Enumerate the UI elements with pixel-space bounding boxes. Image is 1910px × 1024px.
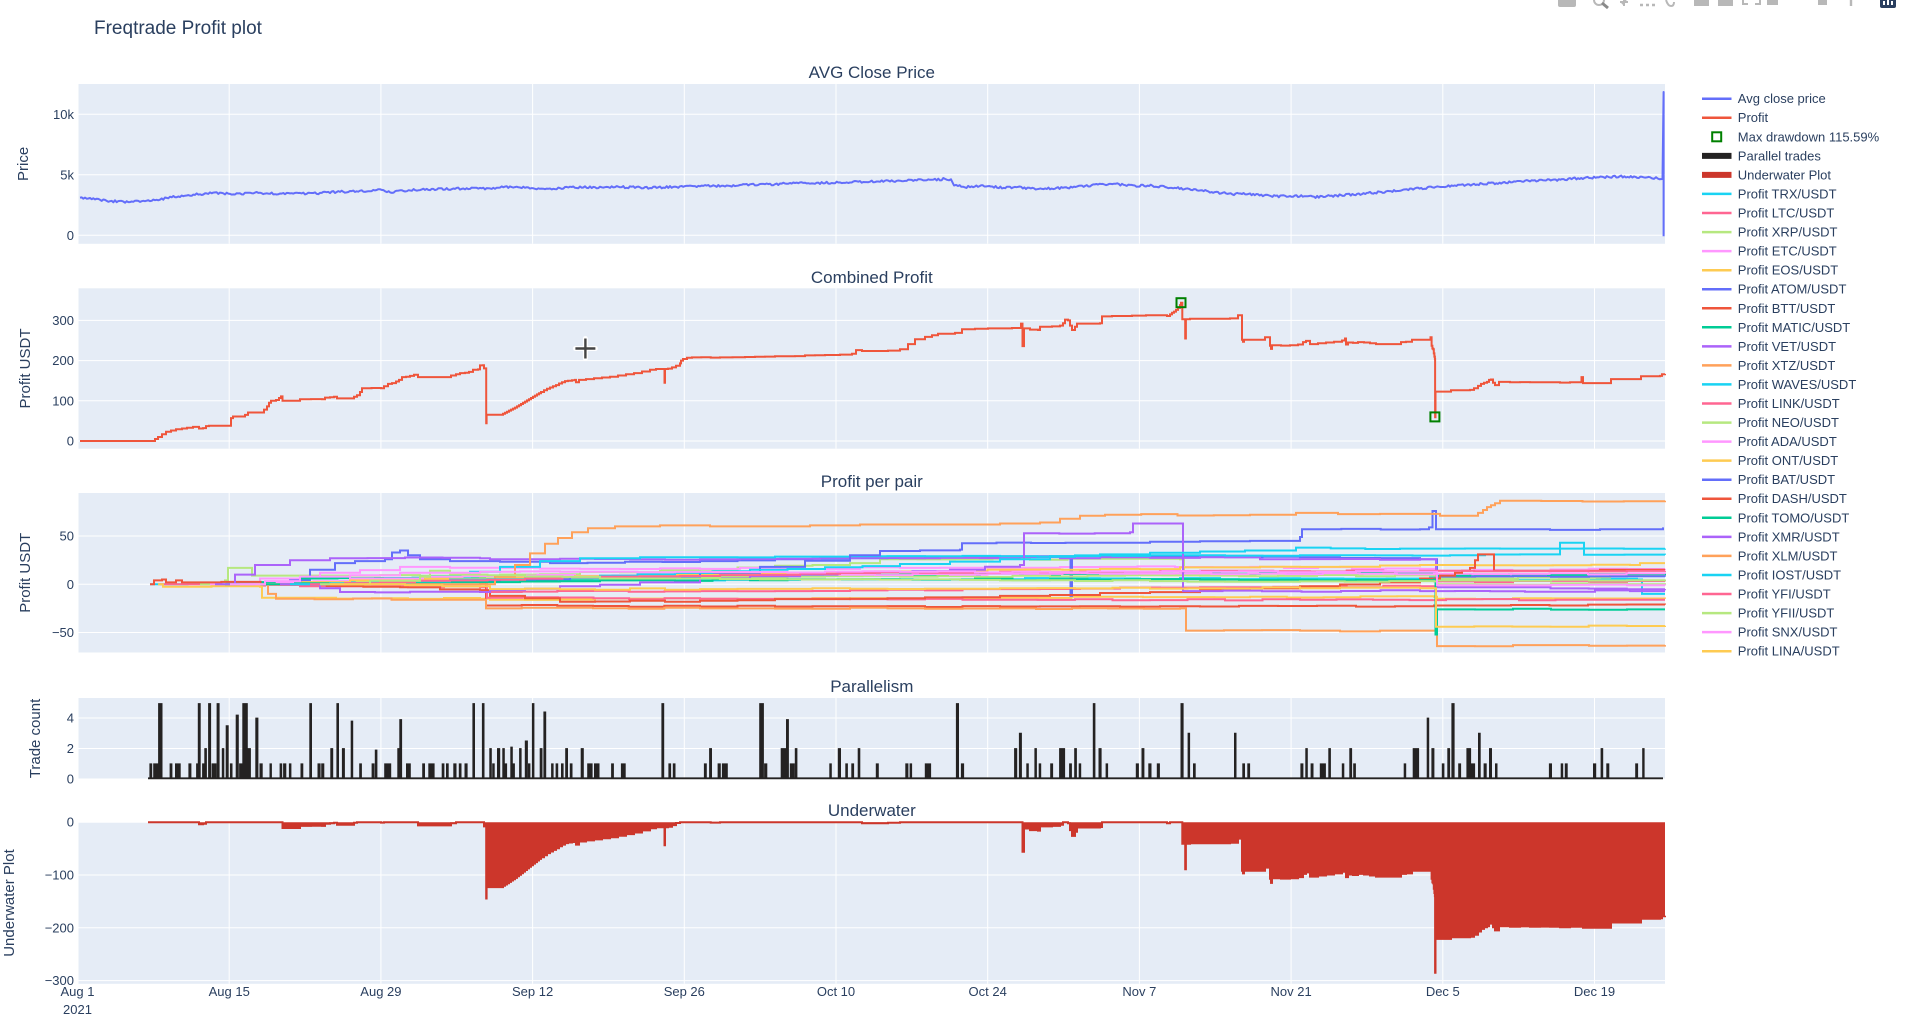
svg-text:Price: Price (15, 147, 32, 181)
svg-text:Profit USDT: Profit USDT (17, 328, 34, 408)
svg-text:2: 2 (67, 741, 74, 756)
svg-text:200: 200 (52, 353, 74, 368)
svg-text:Profit WAVES/USDT: Profit WAVES/USDT (1738, 377, 1857, 392)
svg-text:Profit IOST/USDT: Profit IOST/USDT (1738, 568, 1841, 583)
svg-text:100: 100 (52, 393, 74, 408)
svg-text:2021: 2021 (63, 1002, 92, 1017)
svg-text:Profit USDT: Profit USDT (17, 533, 34, 613)
svg-text:10k: 10k (53, 107, 74, 122)
svg-text:−200: −200 (45, 920, 74, 935)
svg-text:0: 0 (67, 434, 74, 449)
svg-text:Profit DASH/USDT: Profit DASH/USDT (1738, 491, 1847, 506)
svg-text:Freqtrade Profit plot: Freqtrade Profit plot (94, 18, 263, 39)
svg-text:0: 0 (67, 772, 74, 787)
svg-text:Combined Profit: Combined Profit (811, 268, 933, 287)
svg-text:Oct 24: Oct 24 (969, 984, 1007, 999)
svg-text:Sep 26: Sep 26 (664, 984, 705, 999)
svg-text:Profit: Profit (1738, 110, 1769, 125)
svg-text:Profit MATIC/USDT: Profit MATIC/USDT (1738, 320, 1850, 335)
svg-text:Aug 1: Aug 1 (61, 984, 95, 999)
svg-text:Profit YFII/USDT: Profit YFII/USDT (1738, 606, 1835, 621)
svg-text:Parallelism: Parallelism (830, 677, 913, 696)
svg-text:Profit VET/USDT: Profit VET/USDT (1738, 339, 1836, 354)
svg-text:Trade count: Trade count (27, 698, 44, 778)
svg-text:Parallel trades: Parallel trades (1738, 148, 1822, 163)
svg-text:Profit TOMO/USDT: Profit TOMO/USDT (1738, 510, 1850, 525)
svg-text:Profit ONT/USDT: Profit ONT/USDT (1738, 453, 1838, 468)
svg-text:Avg close price: Avg close price (1738, 91, 1826, 106)
svg-text:0: 0 (67, 815, 74, 830)
svg-text:Profit per pair: Profit per pair (821, 472, 923, 491)
svg-text:Profit LTC/USDT: Profit LTC/USDT (1738, 206, 1835, 221)
svg-text:Underwater Plot: Underwater Plot (1738, 167, 1832, 182)
svg-text:Profit LINA/USDT: Profit LINA/USDT (1738, 644, 1840, 659)
svg-text:Profit TRX/USDT: Profit TRX/USDT (1738, 186, 1837, 201)
svg-text:Sep 12: Sep 12 (512, 984, 553, 999)
svg-text:Oct 10: Oct 10 (817, 984, 855, 999)
svg-text:Profit BTT/USDT: Profit BTT/USDT (1738, 301, 1836, 316)
svg-text:Profit SNX/USDT: Profit SNX/USDT (1738, 625, 1838, 640)
svg-text:0: 0 (67, 228, 74, 243)
svg-text:Profit ADA/USDT: Profit ADA/USDT (1738, 434, 1837, 449)
svg-text:4: 4 (67, 711, 74, 726)
svg-text:Profit XLM/USDT: Profit XLM/USDT (1738, 548, 1838, 563)
svg-text:Underwater: Underwater (828, 801, 916, 820)
svg-text:Profit BAT/USDT: Profit BAT/USDT (1738, 472, 1835, 487)
svg-text:Aug 29: Aug 29 (360, 984, 401, 999)
svg-text:50: 50 (60, 529, 74, 544)
svg-text:Aug 15: Aug 15 (209, 984, 250, 999)
svg-text:Profit XTZ/USDT: Profit XTZ/USDT (1738, 358, 1836, 373)
svg-text:Dec 5: Dec 5 (1426, 984, 1460, 999)
svg-text:Max drawdown 115.59%: Max drawdown 115.59% (1738, 129, 1880, 144)
svg-text:300: 300 (52, 313, 74, 328)
svg-text:Profit NEO/USDT: Profit NEO/USDT (1738, 415, 1839, 430)
svg-text:Profit XMR/USDT: Profit XMR/USDT (1738, 529, 1840, 544)
svg-text:−50: −50 (52, 625, 74, 640)
svg-text:5k: 5k (60, 167, 74, 182)
svg-text:Profit YFI/USDT: Profit YFI/USDT (1738, 587, 1831, 602)
svg-text:Nov 7: Nov 7 (1122, 984, 1156, 999)
svg-text:AVG Close Price: AVG Close Price (809, 63, 935, 82)
svg-text:Underwater Plot: Underwater Plot (1, 848, 18, 956)
svg-text:Profit ETC/USDT: Profit ETC/USDT (1738, 244, 1837, 259)
svg-text:0: 0 (67, 577, 74, 592)
svg-text:Nov 21: Nov 21 (1270, 984, 1311, 999)
svg-text:Profit ATOM/USDT: Profit ATOM/USDT (1738, 282, 1847, 297)
svg-text:Profit XRP/USDT: Profit XRP/USDT (1738, 225, 1838, 240)
svg-text:Dec 19: Dec 19 (1574, 984, 1615, 999)
svg-text:Profit LINK/USDT: Profit LINK/USDT (1738, 396, 1840, 411)
svg-text:−100: −100 (45, 868, 74, 883)
svg-text:−300: −300 (45, 973, 74, 988)
svg-text:Profit EOS/USDT: Profit EOS/USDT (1738, 263, 1838, 278)
